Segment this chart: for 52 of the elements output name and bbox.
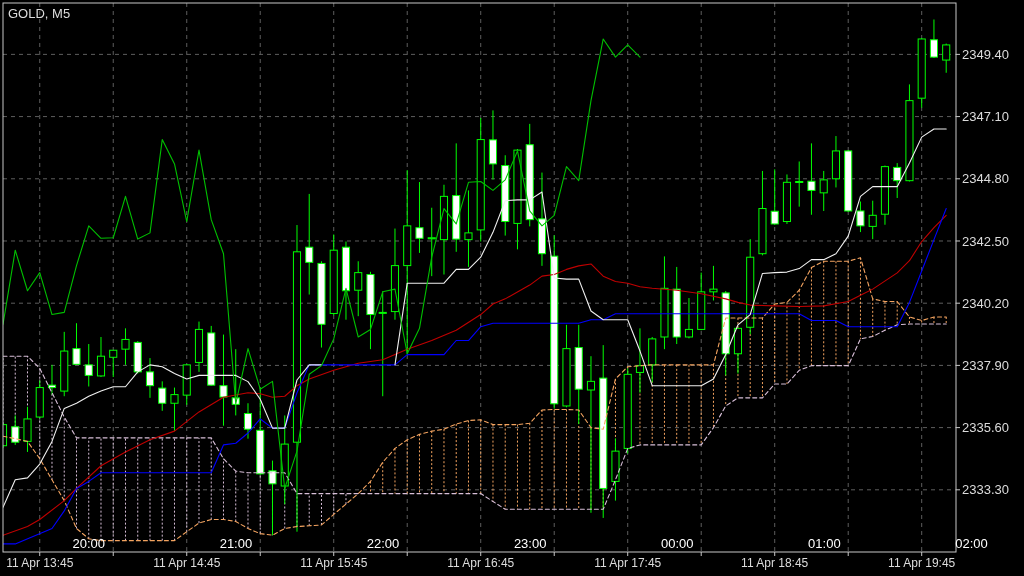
candlestick: [292, 224, 302, 533]
y-tick-label: 2335.60: [962, 420, 1009, 436]
y-tick-label: 2340.20: [962, 295, 1009, 311]
candlestick: [415, 181, 424, 254]
chart-title: GOLD, M5: [8, 6, 71, 21]
x-tick-label: 11 Apr 15:45: [300, 556, 368, 570]
x-tick-label: 11 Apr 16:45: [447, 556, 515, 570]
x2-tick-label: 01:00: [808, 536, 841, 551]
x2-tick-label: 00:00: [661, 536, 694, 551]
y-tick-label: 2349.40: [962, 46, 1009, 62]
x-tick-label: 11 Apr 17:45: [594, 556, 662, 570]
x2-tick-label: 02:00: [955, 536, 988, 551]
candlestick: [709, 265, 718, 301]
y-tick-label: 2337.90: [962, 357, 1009, 373]
x-tick-label: 11 Apr 13:45: [6, 556, 74, 570]
candlestick: [464, 189, 473, 268]
candlestick: [807, 142, 816, 216]
candlestick: [305, 193, 314, 296]
candlestick: [684, 297, 694, 339]
line-series: [3, 38, 641, 489]
y-tick-label: 2333.30: [962, 482, 1009, 498]
candlestick: [158, 380, 167, 412]
candlestick: [819, 170, 828, 212]
candlestick: [856, 201, 865, 233]
candlestick: [84, 343, 93, 387]
y-tick-label: 2347.10: [962, 109, 1009, 125]
candlestick: [868, 200, 877, 240]
x-tick-label: 11 Apr 18:45: [741, 556, 809, 570]
candlestick: [354, 260, 363, 317]
candlestick: [586, 355, 596, 514]
x-tick-label: 11 Apr 14:45: [153, 556, 221, 570]
x2-tick-label: 20:00: [72, 536, 106, 551]
x2-tick-label: 23:00: [513, 536, 547, 551]
candlestick: [427, 207, 436, 277]
candlestick: [121, 327, 130, 366]
candlestick: [243, 402, 253, 440]
x-tick-label: 11 Apr 19:45: [888, 556, 956, 570]
candlestick: [219, 334, 228, 427]
y-tick-label: 2342.50: [962, 233, 1009, 249]
candlestick: [96, 336, 106, 378]
candlestick: [893, 162, 902, 199]
candlestick: [795, 160, 804, 208]
candlestick: [770, 168, 779, 226]
x2-tick-label: 22:00: [366, 536, 400, 551]
candlestick: [109, 349, 118, 378]
x2-tick-label: 21:00: [219, 536, 253, 551]
candlestick: [170, 387, 179, 432]
candlestick: [72, 322, 81, 366]
candlestick: [145, 357, 155, 399]
candlestick: [929, 19, 938, 59]
y-tick-label: 2344.80: [962, 171, 1009, 187]
candlestick: [942, 43, 951, 74]
